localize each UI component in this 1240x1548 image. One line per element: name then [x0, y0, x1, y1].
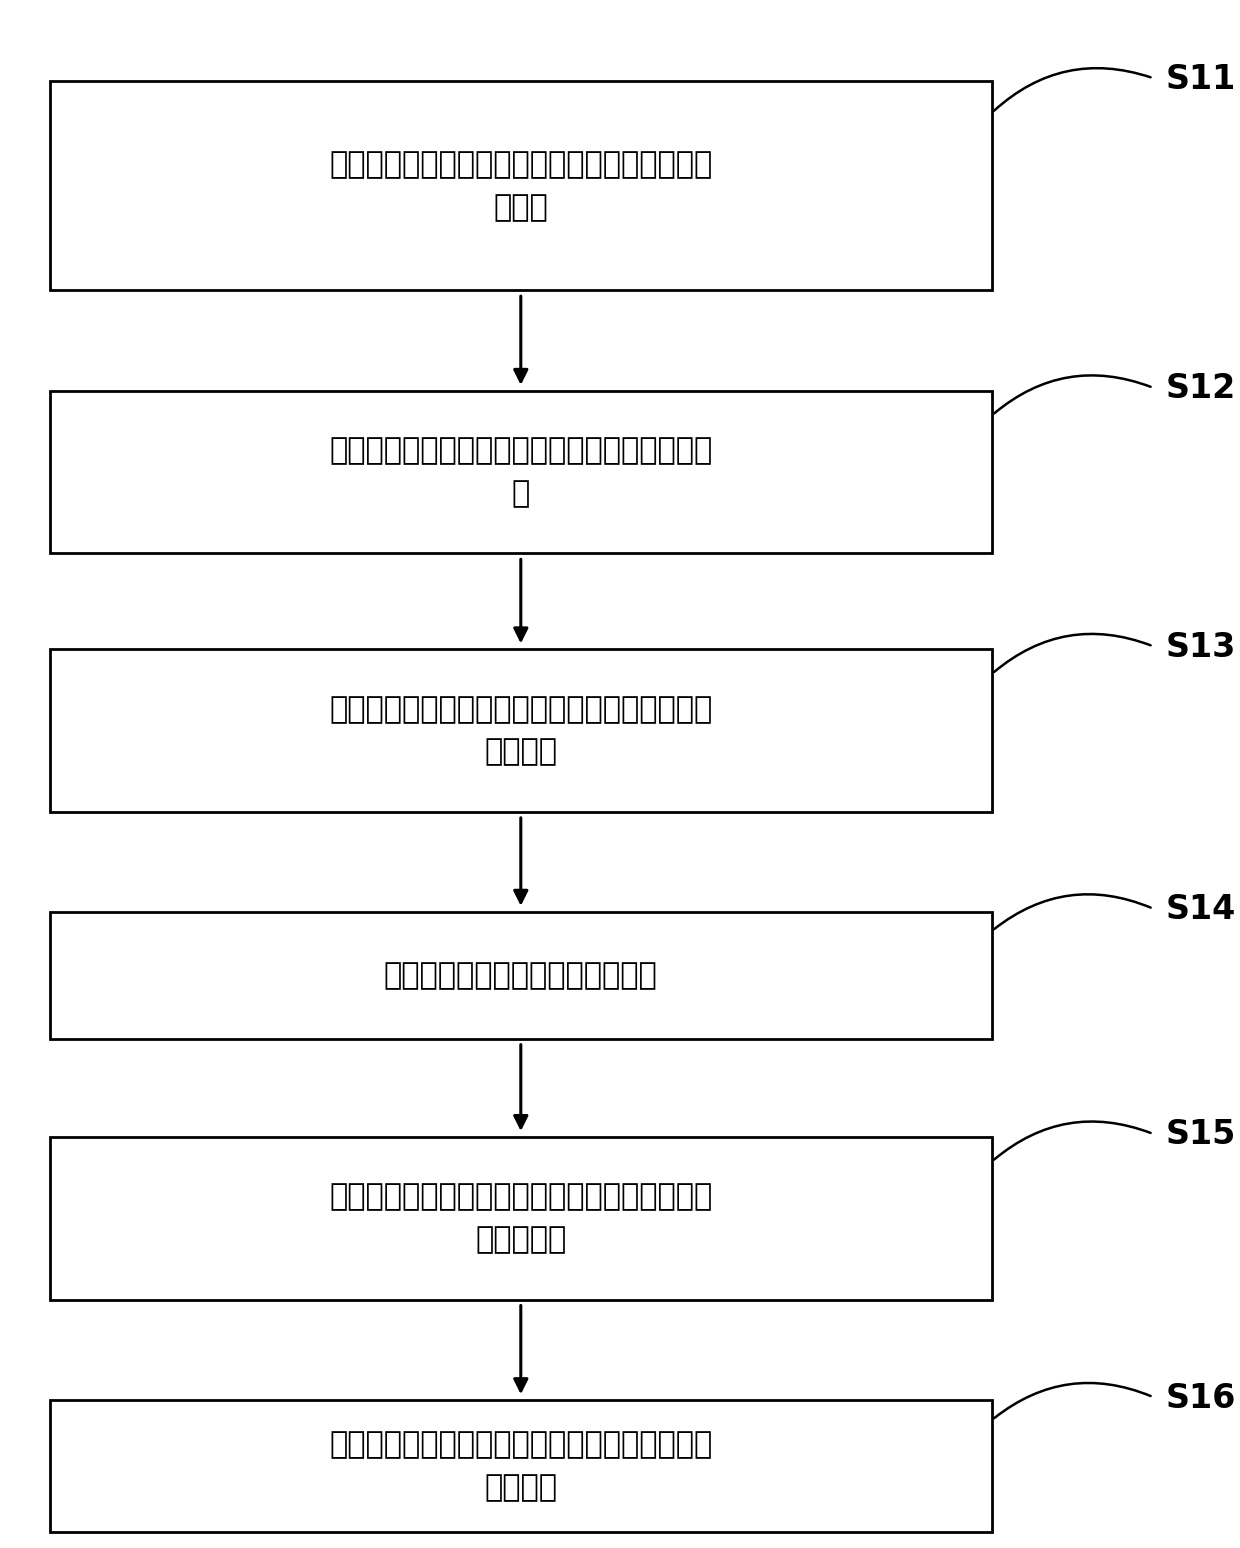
Text: 根据预设的采样频率，采集正常支柱绝缘子的振
动信号: 根据预设的采样频率，采集正常支柱绝缘子的振 动信号 [329, 150, 713, 221]
Text: S15: S15 [1166, 1118, 1236, 1152]
Bar [50, 80, 992, 291]
Text: 获取若干正常支柱绝缘子的各个节点频带的能量
占比平均值: 获取若干正常支柱绝缘子的各个节点频带的能量 占比平均值 [329, 1183, 713, 1254]
Text: S14: S14 [1166, 893, 1236, 926]
FancyArrowPatch shape [994, 68, 1151, 111]
FancyArrowPatch shape [994, 1121, 1151, 1159]
Text: 根据所述各个节点频带的能量占比平均值，获取
固有频带: 根据所述各个节点频带的能量占比平均值，获取 固有频带 [329, 1430, 713, 1502]
Text: 对所述振动信号进行小波包分解，获取多层小波
树: 对所述振动信号进行小波包分解，获取多层小波 树 [329, 437, 713, 508]
Text: 根据所述采样频率，获取最后一层小波树的各个
节点频带: 根据所述采样频率，获取最后一层小波树的各个 节点频带 [329, 695, 713, 766]
Text: S13: S13 [1166, 632, 1236, 664]
Bar [50, 1399, 992, 1533]
Text: 获取所述各个节点频带的能量占比: 获取所述各个节点频带的能量占比 [384, 961, 657, 989]
FancyArrowPatch shape [994, 375, 1151, 413]
Bar [50, 650, 992, 811]
FancyArrowPatch shape [994, 1382, 1151, 1418]
FancyArrowPatch shape [994, 633, 1151, 672]
Bar [50, 912, 992, 1039]
Bar [50, 392, 992, 554]
FancyArrowPatch shape [994, 895, 1151, 929]
Text: S11: S11 [1166, 62, 1236, 96]
Bar [50, 1136, 992, 1300]
Text: S12: S12 [1166, 373, 1236, 406]
Text: S16: S16 [1166, 1381, 1236, 1415]
